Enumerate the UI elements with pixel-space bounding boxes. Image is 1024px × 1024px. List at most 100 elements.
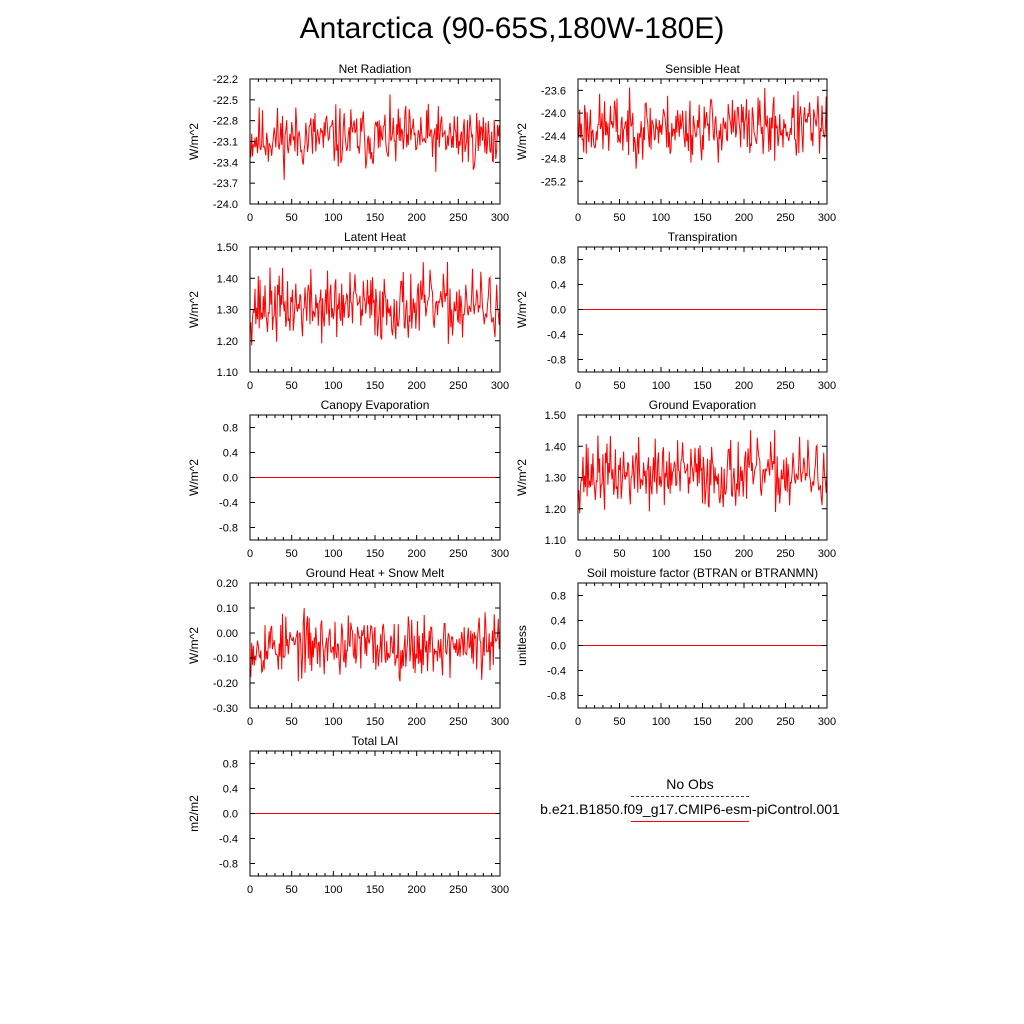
legend-model-line (631, 821, 749, 822)
y-tick-label: -0.8 (219, 523, 238, 535)
y-tick-label: -24.8 (541, 154, 566, 166)
y-tick-label: -23.6 (541, 85, 566, 97)
legend-model-label: b.e21.B1850.f09_g17.CMIP6-esm-piControl.… (540, 801, 840, 817)
y-tick-label: -0.8 (547, 355, 566, 367)
x-tick-label: 250 (776, 380, 794, 392)
y-axis-label: unitless (515, 625, 529, 666)
y-tick-label: 0.4 (223, 784, 238, 796)
y-tick-label: -24.4 (541, 131, 566, 143)
x-tick-label: 200 (735, 380, 753, 392)
y-tick-label: 0.4 (223, 448, 238, 460)
series-line (578, 429, 828, 514)
y-tick-label: -22.2 (213, 74, 238, 86)
x-tick-label: 50 (286, 884, 298, 896)
x-tick-label: 250 (449, 380, 467, 392)
panel-title: Latent Heat (344, 230, 407, 244)
chart-panel-7: 0 50 100 150 200 250 300 -0.30 -0.20 -0.10 0.00 0.1… (187, 566, 509, 728)
panel-title: Sensible Heat (665, 62, 740, 76)
series-line (250, 608, 501, 682)
x-tick-label: 250 (776, 212, 794, 224)
x-tick-label: 100 (324, 380, 342, 392)
y-tick-label: -23.4 (213, 157, 238, 169)
y-axis-label: W/m^2 (187, 627, 201, 664)
chart-panel-4: 0 50 100 150 200 250 300 -0.8 -0.4 0.0 0.4 0.8 Trans… (515, 230, 836, 392)
y-tick-label: -24.0 (213, 199, 238, 211)
legend-obs-label: No Obs (666, 776, 714, 792)
x-tick-label: 0 (575, 380, 581, 392)
x-tick-label: 200 (735, 548, 753, 560)
y-axis-label: W/m^2 (515, 459, 529, 496)
x-tick-label: 50 (613, 716, 625, 728)
y-tick-label: -0.10 (213, 653, 238, 665)
panel-title: Ground Evaporation (649, 398, 756, 412)
page-title: Antarctica (90-65S,180W-180E) (299, 12, 725, 45)
panel-title: Ground Heat + Snow Melt (306, 566, 445, 580)
y-tick-label: 1.50 (217, 242, 238, 254)
x-tick-label: 300 (491, 884, 509, 896)
x-tick-label: 300 (491, 212, 509, 224)
x-tick-label: 100 (652, 716, 670, 728)
y-tick-label: -22.8 (213, 116, 238, 128)
x-tick-label: 300 (818, 716, 836, 728)
chart-panel-9: 0 50 100 150 200 250 300 -0.8 -0.4 0.0 0.4 0.8 Total… (187, 734, 509, 896)
y-tick-label: 1.40 (217, 273, 238, 285)
x-tick-label: 250 (449, 212, 467, 224)
x-tick-label: 300 (818, 548, 836, 560)
y-axis-label: W/m^2 (187, 291, 201, 328)
x-tick-label: 150 (366, 380, 384, 392)
y-tick-label: 1.10 (217, 367, 238, 379)
x-tick-label: 150 (366, 548, 384, 560)
x-tick-label: 200 (735, 716, 753, 728)
x-tick-label: 300 (818, 212, 836, 224)
x-tick-label: 0 (247, 884, 253, 896)
x-tick-label: 50 (613, 548, 625, 560)
y-tick-label: 0.4 (551, 280, 566, 292)
y-tick-label: 0.0 (223, 473, 238, 485)
x-tick-label: 0 (247, 380, 253, 392)
y-tick-label: -0.4 (547, 330, 566, 342)
x-tick-label: 150 (366, 716, 384, 728)
y-tick-label: 1.20 (545, 504, 566, 516)
y-tick-label: 0.8 (551, 591, 566, 603)
x-tick-label: 50 (286, 716, 298, 728)
x-tick-label: 250 (776, 548, 794, 560)
y-tick-label: 1.10 (545, 535, 566, 547)
y-tick-label: -22.5 (213, 95, 238, 107)
y-tick-label: -0.20 (213, 678, 238, 690)
x-tick-label: 100 (652, 380, 670, 392)
y-tick-label: -0.8 (547, 691, 566, 703)
x-tick-label: 0 (575, 716, 581, 728)
chart-panel-6: 0 50 100 150 200 250 300 1.10 1.20 1.30 1.40 1.50 Gr… (515, 398, 836, 560)
y-tick-label: 0.00 (217, 628, 238, 640)
y-tick-label: -0.8 (219, 859, 238, 871)
x-tick-label: 50 (286, 212, 298, 224)
x-tick-label: 0 (247, 548, 253, 560)
x-tick-label: 50 (286, 548, 298, 560)
x-tick-label: 200 (407, 716, 425, 728)
chart-panel-3: 0 50 100 150 200 250 300 1.10 1.20 1.30 1.40 1.50 La… (187, 230, 509, 392)
x-tick-label: 100 (324, 548, 342, 560)
x-tick-label: 200 (735, 212, 753, 224)
x-tick-label: 200 (407, 548, 425, 560)
chart-panel-2: 0 50 100 150 200 250 300 -25.2 -24.8 -24.4 -24.0 -2… (515, 62, 836, 224)
x-tick-label: 50 (613, 212, 625, 224)
series-line (578, 87, 828, 169)
x-tick-label: 250 (449, 716, 467, 728)
panel-title: Soil moisture factor (BTRAN or BTRANMN) (587, 566, 818, 580)
x-tick-label: 0 (575, 212, 581, 224)
y-axis-label: W/m^2 (187, 459, 201, 496)
y-tick-label: 1.40 (545, 441, 566, 453)
y-tick-label: 0.8 (551, 255, 566, 267)
legend-obs-line (631, 796, 749, 797)
x-tick-label: 150 (693, 380, 711, 392)
y-axis-label: m2/m2 (187, 795, 201, 832)
chart-panel-8: 0 50 100 150 200 250 300 -0.8 -0.4 0.0 0.4 0.8 Soil … (515, 566, 836, 728)
y-tick-label: -0.4 (219, 498, 238, 510)
x-tick-label: 50 (613, 380, 625, 392)
panel-title: Canopy Evaporation (321, 398, 430, 412)
legend: No Obs b.e21.B1850.f09_g17.CMIP6-esm-piC… (520, 776, 860, 826)
x-tick-label: 100 (652, 212, 670, 224)
y-tick-label: 1.30 (545, 473, 566, 485)
y-tick-label: 1.30 (217, 305, 238, 317)
